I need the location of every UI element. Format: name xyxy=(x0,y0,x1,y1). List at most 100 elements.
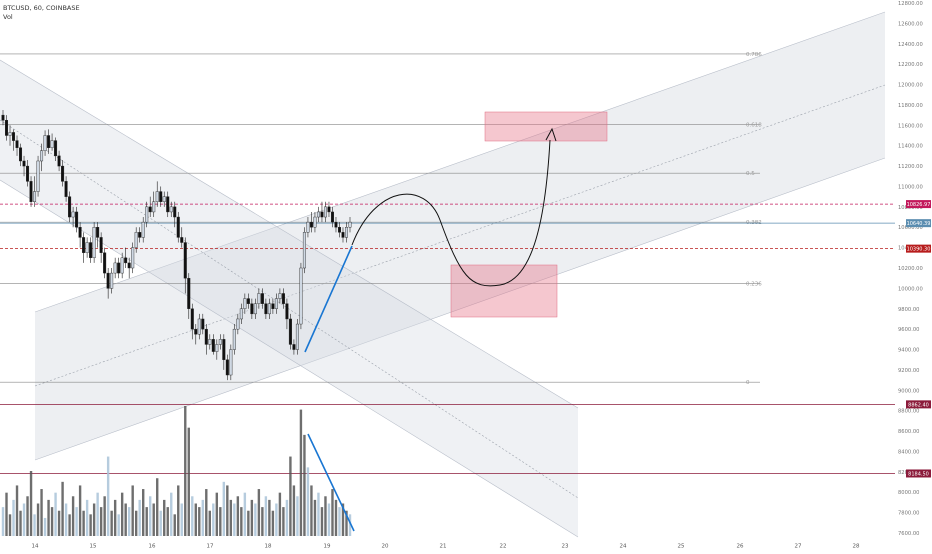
y-axis-tick-label: 12800.00 xyxy=(898,1,923,7)
volume-bar xyxy=(278,492,282,536)
volume-bar xyxy=(117,514,120,536)
volume-bar xyxy=(61,481,64,536)
volume-bar xyxy=(282,507,285,536)
candle-body xyxy=(138,232,142,238)
candle-body xyxy=(344,227,348,238)
x-axis-day-label: 23 xyxy=(562,544,569,550)
volume-bar xyxy=(292,485,296,536)
candle-body xyxy=(110,272,114,289)
chart-symbol-label: BTCUSD, 60, COINBASE xyxy=(3,4,80,12)
price-tag xyxy=(906,400,931,409)
volume-bar xyxy=(166,507,169,536)
volume-bar xyxy=(1,507,5,536)
candle-body xyxy=(341,232,345,238)
candle-body xyxy=(201,318,205,330)
volume-bar xyxy=(180,503,183,536)
price-tag xyxy=(906,219,931,228)
volume-bar xyxy=(348,514,352,536)
volume-bar xyxy=(152,503,155,536)
candle-body xyxy=(327,206,331,213)
candle-body xyxy=(106,272,110,289)
candle-body xyxy=(57,155,61,167)
candle-body xyxy=(155,191,159,202)
candle-body xyxy=(292,344,296,350)
volume-bar xyxy=(233,503,236,536)
projection-arrowhead xyxy=(545,127,557,142)
y-axis-tick-label: 9400.00 xyxy=(898,348,919,354)
volume-bar xyxy=(184,406,187,536)
ascending-channel-lower xyxy=(34,157,886,461)
candle-body xyxy=(12,132,16,141)
volume-bar xyxy=(271,510,275,536)
candle-body xyxy=(204,328,208,345)
volume-bar xyxy=(243,492,247,536)
volume-bar xyxy=(285,499,289,536)
y-axis-tick-label: 11000.00 xyxy=(898,184,923,190)
volume-bar xyxy=(85,499,89,536)
x-axis-day-label: 18 xyxy=(265,544,272,550)
candle-body xyxy=(47,135,51,148)
y-axis-tick-label: 12600.00 xyxy=(898,21,923,27)
volume-bar xyxy=(89,514,92,536)
volume-bar xyxy=(149,496,152,536)
candle-body xyxy=(264,303,268,315)
candle-body xyxy=(64,181,68,197)
candle-body xyxy=(50,140,54,148)
trend-arrow-up xyxy=(304,245,353,353)
volume-bar xyxy=(317,492,320,536)
volume-bar xyxy=(205,489,208,536)
volume-bar xyxy=(120,492,124,536)
volume-bar xyxy=(33,514,36,536)
candle-body xyxy=(288,318,292,345)
x-axis-day-label: 22 xyxy=(500,544,507,550)
candle-body xyxy=(173,206,177,218)
volume-bar xyxy=(40,489,43,536)
volume-bar xyxy=(75,507,78,536)
price-tag xyxy=(906,469,931,478)
volume-indicator-label: Vol xyxy=(3,13,13,21)
candle-body xyxy=(271,303,275,309)
volume-bar xyxy=(177,485,180,536)
candle-body xyxy=(159,191,163,202)
volume-bar xyxy=(226,485,229,536)
volume-bar xyxy=(324,496,327,536)
volume-bar xyxy=(127,507,131,536)
candle-body xyxy=(8,132,12,136)
x-axis-day-label: 28 xyxy=(853,544,860,550)
candle-body xyxy=(253,303,257,315)
volume-bar xyxy=(194,503,197,536)
candle-body xyxy=(71,211,75,218)
candle-body xyxy=(19,147,23,162)
target-zone-upper xyxy=(484,111,608,142)
volume-bar xyxy=(331,489,334,536)
y-axis-tick-label: 8800.00 xyxy=(898,409,919,415)
volume-bar xyxy=(236,496,240,536)
candle-body xyxy=(134,232,138,248)
x-axis-day-label: 24 xyxy=(620,544,627,550)
volume-bar xyxy=(296,496,299,536)
volume-bar xyxy=(345,510,348,536)
volume-bar xyxy=(36,503,40,536)
candle-body xyxy=(306,221,310,233)
fib-level-label: 0.5 xyxy=(746,171,755,177)
candle-body xyxy=(54,140,58,157)
volume-bar xyxy=(57,510,61,536)
x-axis-day-label: 19 xyxy=(324,544,331,550)
candle-body xyxy=(218,339,222,345)
descending-channel-upper xyxy=(0,59,579,409)
candle-body xyxy=(208,339,212,345)
candle-body xyxy=(5,120,9,136)
candle-body xyxy=(169,206,173,213)
candle-body xyxy=(194,328,198,335)
volume-bar xyxy=(15,485,19,536)
candle-body xyxy=(117,262,121,274)
y-axis-tick-label: 11400.00 xyxy=(898,144,923,150)
volume-bar xyxy=(187,427,190,536)
candle-body xyxy=(278,293,282,299)
candle-body xyxy=(309,221,313,228)
volume-bar xyxy=(198,507,201,536)
candle-body xyxy=(274,298,278,309)
fib-level-label: 0.236 xyxy=(746,281,762,287)
